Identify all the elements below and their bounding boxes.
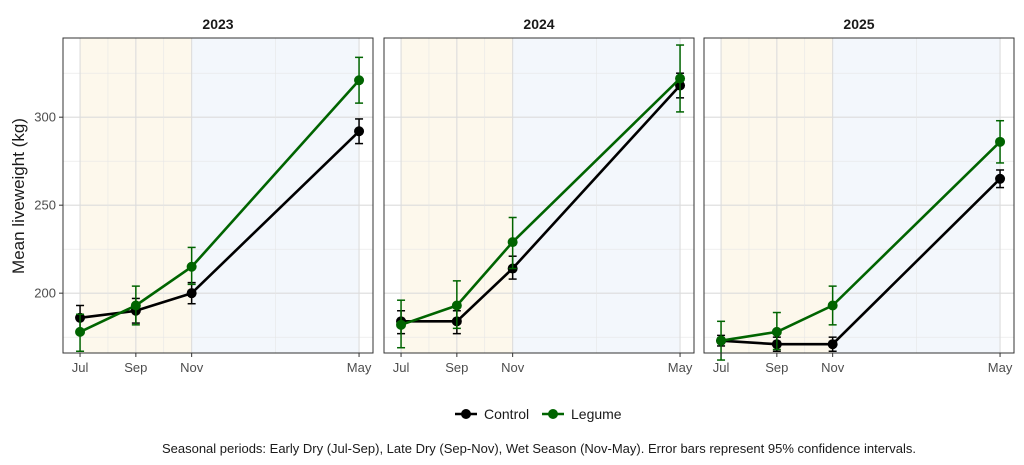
data-point — [716, 335, 727, 346]
x-tick-label: May — [347, 360, 372, 375]
series-line — [401, 84, 681, 323]
strip-background — [704, 10, 1014, 38]
facet-panel-2024: 2024 Jul Sep Nov May — [383, 10, 695, 375]
data-point — [995, 173, 1006, 184]
panel-border — [383, 37, 695, 354]
x-tick-label: Nov — [180, 360, 204, 375]
legend-key-legume: Legume — [542, 406, 622, 422]
data-point — [675, 73, 686, 84]
panel-border — [62, 37, 374, 354]
legend-label: Control — [484, 406, 529, 422]
data-point — [354, 126, 365, 137]
data-point — [507, 237, 518, 248]
y-tick-label: 300 — [34, 110, 56, 125]
series-line — [720, 140, 1001, 342]
facet-panels: 2023 Jul Sep Nov May 200 250 300 2024 Jul Sep Nov Ma… — [34, 10, 1015, 375]
series-line — [400, 77, 681, 327]
y-tick-label: 200 — [34, 286, 56, 301]
caption: Seasonal periods: Early Dry (Jul-Sep), L… — [162, 441, 916, 456]
data-point — [186, 261, 197, 272]
panel-title: 2023 — [202, 16, 233, 32]
series-line — [79, 130, 361, 320]
x-tick-label: Sep — [765, 360, 788, 375]
strip-background — [384, 10, 694, 38]
x-tick-label: May — [988, 360, 1013, 375]
series-line — [79, 79, 361, 334]
x-tick-label: Jul — [72, 360, 89, 375]
facet-panel-2025: 2025 Jul Sep Nov May — [703, 10, 1015, 375]
series-legume — [396, 44, 686, 349]
strip-background — [63, 10, 373, 38]
facet-panel-2023: 2023 Jul Sep Nov May 200 250 300 — [34, 10, 374, 375]
data-point — [75, 326, 86, 337]
y-axis-title: Mean liveweight (kg) — [9, 118, 28, 274]
data-point — [827, 300, 838, 311]
data-point — [130, 300, 141, 311]
legend-label: Legume — [571, 406, 622, 422]
x-tick-label: Nov — [501, 360, 525, 375]
data-point — [186, 288, 197, 299]
data-point — [354, 75, 365, 86]
panel-title: 2024 — [523, 16, 554, 32]
y-tick-label: 250 — [34, 198, 56, 213]
x-tick-label: Sep — [124, 360, 147, 375]
x-tick-label: Sep — [445, 360, 468, 375]
series-legume — [75, 56, 365, 352]
legend-key-control: Control — [455, 406, 529, 422]
x-tick-label: Nov — [821, 360, 845, 375]
data-point — [827, 339, 838, 350]
x-tick-label: May — [668, 360, 693, 375]
legend-marker — [548, 409, 558, 419]
legend-marker — [461, 409, 471, 419]
x-tick-label: Jul — [713, 360, 730, 375]
series-line — [720, 177, 1001, 346]
series-legume — [716, 119, 1006, 361]
legend: Control Legume — [455, 406, 622, 422]
data-point — [396, 319, 407, 330]
x-tick-label: Jul — [393, 360, 410, 375]
data-point — [771, 326, 782, 337]
data-point — [451, 300, 462, 311]
panel-border — [703, 37, 1015, 354]
data-point — [995, 136, 1006, 147]
panel-title: 2025 — [843, 16, 874, 32]
